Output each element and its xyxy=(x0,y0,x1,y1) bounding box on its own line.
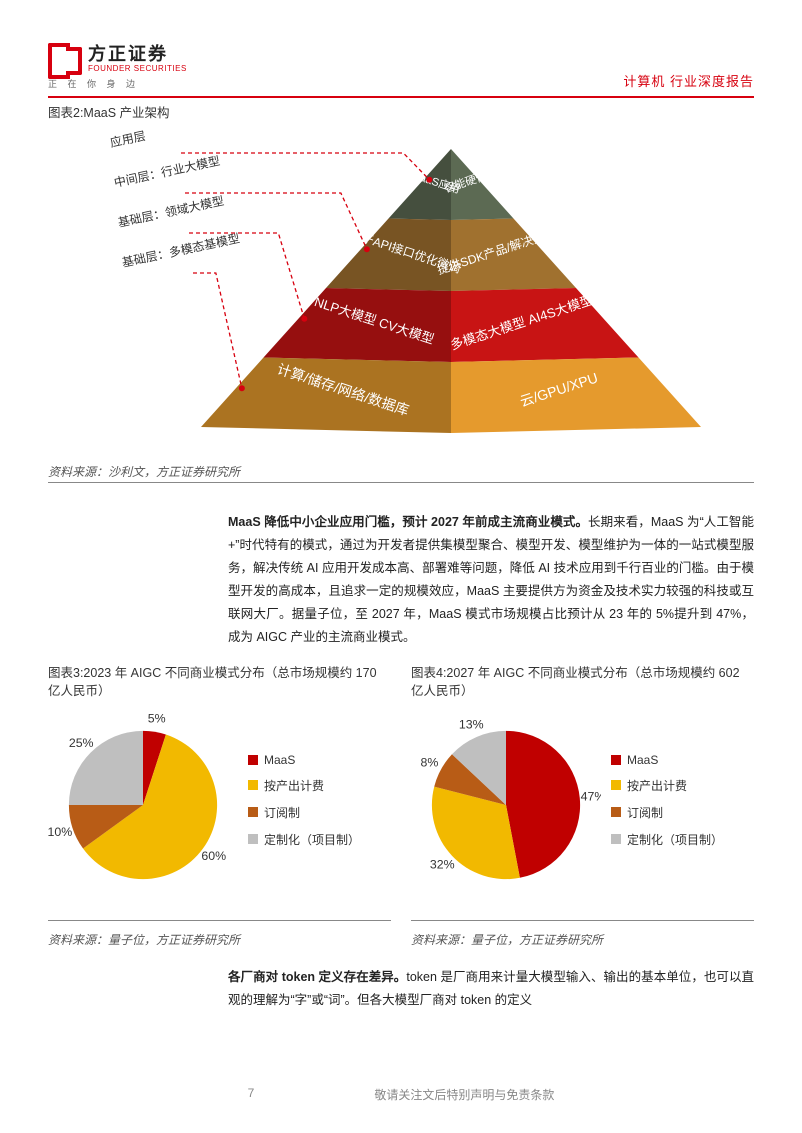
fig4-block: 图表4:2027 年 AIGC 不同商业模式分布（总市场规模约 602 亿人民币… xyxy=(411,665,754,948)
footer-disclaimer: 敬请关注文后特别声明与免责条款 xyxy=(374,1086,554,1103)
legend-item: MaaS xyxy=(611,753,723,767)
para1-body: 长期来看，MaaS 为“人工智能+”时代特有的模式，通过为开发者提供集模型聚合、… xyxy=(228,515,754,645)
svg-text:中间层：行业大模型: 中间层：行业大模型 xyxy=(113,152,222,189)
logo-text-cn: 方正证券 xyxy=(88,40,187,66)
logo-icon xyxy=(48,43,82,71)
legend-item: 按产出计费 xyxy=(611,777,723,794)
header-rule xyxy=(48,96,754,98)
legend-item: 定制化（项目制） xyxy=(248,831,360,848)
fig2-rule xyxy=(48,482,754,483)
legend-item: 按产出计费 xyxy=(248,777,360,794)
fig3-title: 图表3:2023 年 AIGC 不同商业模式分布（总市场规模约 170 亿人民币… xyxy=(48,665,391,700)
fig4-source: 资料来源：量子位，方正证券研究所 xyxy=(411,931,754,948)
fig3-block: 图表3:2023 年 AIGC 不同商业模式分布（总市场规模约 170 亿人民币… xyxy=(48,665,391,948)
legend-item: 订阅制 xyxy=(611,804,723,821)
pyramid-svg: SaaS应用智能硬件基于API接口优化微调提供SDK产品/解决方案NLP大模型 … xyxy=(91,127,711,457)
page-header: 方正证券 FOUNDER SECURITIES 正 在 你 身 边 计算机 行业… xyxy=(48,40,754,90)
svg-text:25%: 25% xyxy=(69,736,94,750)
paragraph-1: MaaS 降低中小企业应用门槛，预计 2027 年前成主流商业模式。长期来看，M… xyxy=(228,511,754,650)
fig3-legend: MaaS 按产出计费订阅制定制化（项目制） xyxy=(248,753,360,858)
svg-text:60%: 60% xyxy=(201,849,226,863)
svg-text:10%: 10% xyxy=(48,825,72,839)
legend-item: 定制化（项目制） xyxy=(611,831,723,848)
fig4-title: 图表4:2027 年 AIGC 不同商业模式分布（总市场规模约 602 亿人民币… xyxy=(411,665,754,700)
fig4-legend: MaaS 按产出计费订阅制定制化（项目制） xyxy=(611,753,723,858)
fig2-title: 图表2:MaaS 产业架构 xyxy=(48,102,754,121)
fig3-source: 资料来源：量子位，方正证券研究所 xyxy=(48,931,391,948)
legend-item: 订阅制 xyxy=(248,804,360,821)
svg-text:32%: 32% xyxy=(430,858,455,872)
header-category: 计算机 行业深度报告 xyxy=(623,71,754,90)
svg-text:基础层：领域大模型: 基础层：领域大模型 xyxy=(117,193,226,229)
svg-text:13%: 13% xyxy=(459,718,484,732)
fig3-pie: 5% 60% 10% 25% xyxy=(48,710,238,900)
fig4-rule xyxy=(411,920,754,921)
svg-text:47%: 47% xyxy=(581,790,601,804)
fig2-pyramid: SaaS应用智能硬件基于API接口优化微调提供SDK产品/解决方案NLP大模型 … xyxy=(48,127,754,457)
logo-block: 方正证券 FOUNDER SECURITIES 正 在 你 身 边 xyxy=(48,40,187,90)
fig2-source: 资料来源：沙利文，方正证券研究所 xyxy=(48,463,754,480)
logo-tagline: 正 在 你 身 边 xyxy=(48,77,187,90)
legend-item: MaaS xyxy=(248,753,360,767)
para1-lead: MaaS 降低中小企业应用门槛，预计 2027 年前成主流商业模式。 xyxy=(228,515,588,529)
fig3-rule xyxy=(48,920,391,921)
svg-text:8%: 8% xyxy=(420,756,438,770)
page-footer: 7 敬请关注文后特别声明与免责条款 xyxy=(0,1086,802,1103)
svg-text:基础层：多模态基模型: 基础层：多模态基模型 xyxy=(121,231,241,270)
svg-text:应用层: 应用层 xyxy=(109,127,147,149)
page-number: 7 xyxy=(248,1086,255,1103)
fig4-pie: 47% 32% 8% 13% xyxy=(411,710,601,900)
paragraph-2: 各厂商对 token 定义存在差异。token 是厂商用来计量大模型输入、输出的… xyxy=(228,966,754,1012)
logo-text-en: FOUNDER SECURITIES xyxy=(88,64,187,73)
para2-lead: 各厂商对 token 定义存在差异。 xyxy=(228,970,406,984)
svg-text:5%: 5% xyxy=(148,712,166,726)
